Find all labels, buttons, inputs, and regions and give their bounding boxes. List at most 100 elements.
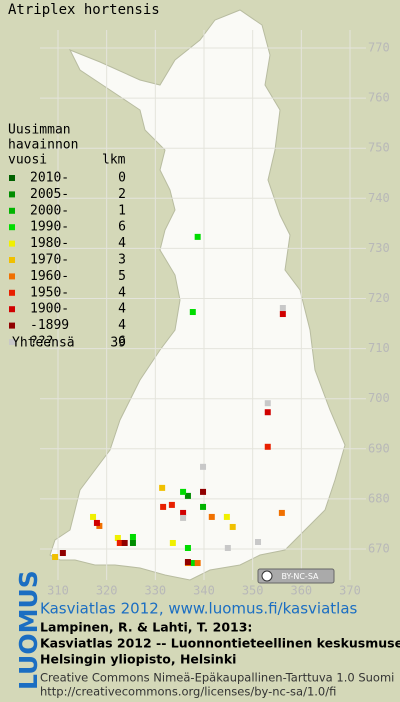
x-tick-label: 320 — [96, 584, 118, 598]
legend-swatch — [9, 257, 15, 263]
legend-swatch — [9, 207, 15, 214]
legend-heading: Uusimman — [8, 123, 71, 138]
occurrence-point — [189, 560, 196, 567]
y-tick-label: 670 — [368, 542, 390, 556]
x-tick-label: 350 — [242, 584, 264, 598]
occurrence-point — [180, 488, 187, 495]
occurrence-point — [184, 492, 191, 499]
occurrence-point — [169, 539, 176, 546]
legend-swatch — [9, 339, 15, 345]
occurrence-point — [184, 544, 191, 551]
legend-label: 1980- — [30, 236, 69, 251]
occurrence-point — [264, 409, 271, 416]
occurrence-point — [264, 400, 271, 407]
occurrence-point — [264, 443, 271, 450]
occurrence-points — [52, 233, 286, 567]
badge-box — [257, 568, 335, 584]
occurrence-point — [168, 501, 175, 508]
license-line: Creative Commons Nimeä-Epäkaupallinen-Ta… — [40, 671, 394, 685]
x-tick-label: 370 — [339, 584, 361, 598]
occurrence-point — [59, 550, 66, 557]
citation-line: Lampinen, R. & Lahti, T. 2013: — [40, 620, 252, 635]
legend-count: 4 — [118, 302, 126, 317]
badge-text: BY-NC-SA — [281, 572, 319, 581]
grid: 310 320 330 3 4 0 350 360 370 670 680 690 700 710 720 7… — [40, 30, 390, 598]
occurrence-point — [224, 544, 231, 551]
legend-label: 2005- — [30, 187, 69, 202]
legend-swatch — [9, 175, 15, 181]
occurrence-point — [208, 513, 215, 520]
occurrence-point — [279, 305, 286, 312]
y-tick-label: 700 — [368, 391, 390, 405]
occurrence-point — [160, 503, 167, 510]
occurrence-point — [229, 523, 236, 530]
legend-heading: havainnon — [8, 138, 78, 153]
legend-label: 1900- — [30, 302, 69, 317]
occurrence-point — [116, 539, 123, 546]
occurrence-point — [180, 514, 187, 521]
occurrence-point — [184, 559, 191, 566]
link[interactable]: Kasviatlas 2012, www.luomus.fi/kasviatla… — [40, 600, 358, 618]
count-heading: lkm — [102, 153, 126, 168]
y-tick-label: 750 — [368, 141, 390, 155]
y-tick-label: 720 — [368, 291, 390, 305]
legend-swatch — [9, 306, 15, 313]
x-tick-label: 360 — [290, 584, 312, 598]
footer: Lampinen, R. & Lahti, T. 2013:Kasviatlas… — [40, 620, 400, 699]
legend-swatch — [9, 273, 15, 280]
legend-label: -1899 — [30, 318, 69, 333]
occurrence-point — [129, 533, 136, 540]
occurrence-point — [159, 484, 166, 491]
y-tick-label: 690 — [368, 441, 390, 455]
occurrence-point — [278, 509, 285, 516]
occurrence-point — [200, 488, 207, 495]
license-badge: BY-NC-SA — [257, 568, 335, 584]
occurrence-point — [200, 463, 207, 470]
finland-outline — [49, 9, 346, 581]
y-tick-label: 730 — [368, 241, 390, 255]
legend-swatch — [9, 322, 15, 329]
legend-label: 2000- — [30, 203, 69, 218]
citation-line: Helsingin yliopisto, Helsinki — [40, 652, 236, 667]
license-line: http://creativecommons.org/licenses/by-n… — [40, 685, 336, 699]
legend-swatch — [9, 191, 15, 198]
occurrence-point — [200, 503, 207, 510]
y-tick-label: 760 — [368, 91, 390, 105]
y-tick-label: 680 — [368, 491, 390, 505]
legend-label: 2010- — [30, 171, 69, 186]
occurrence-point — [114, 534, 121, 541]
legend-label: 1970- — [30, 253, 69, 268]
legend-swatch — [9, 240, 15, 247]
occurrence-point — [93, 519, 100, 526]
occurrence-point — [279, 311, 286, 318]
x-tick-label: 310 — [47, 584, 69, 598]
legend-label: ??? — [30, 335, 53, 350]
legend-swatch — [9, 289, 15, 296]
legend-swatch — [9, 224, 15, 231]
legend-count: 4 — [118, 318, 126, 333]
legend-count: 6 — [118, 220, 126, 235]
species-title: Atriplex hortensis — [8, 2, 160, 18]
occurrence-point — [255, 538, 262, 545]
y-tick-label: 770 — [368, 41, 390, 55]
occurrence-point — [189, 309, 196, 316]
cc-icon — [261, 570, 273, 582]
x-tick-label: 330 — [144, 584, 166, 598]
occurrence-point — [96, 522, 103, 529]
occurrence-point — [52, 554, 59, 561]
y-tick-label: 710 — [368, 341, 390, 355]
occurrence-point — [194, 233, 201, 240]
citation-line: Kasviatlas 2012 -- Luonnontieteellinen k… — [40, 636, 400, 651]
legend-count: 4 — [118, 236, 126, 251]
occurrence-point — [121, 539, 128, 546]
legend-count: 1 — [118, 203, 126, 218]
legend-count: 2 — [118, 187, 126, 202]
legend-count: 6 — [118, 335, 126, 350]
legend-count: 0 — [118, 171, 126, 186]
total-count: 39 — [110, 336, 126, 351]
occurrence-point — [194, 560, 201, 567]
legend-count: 3 — [118, 253, 126, 268]
